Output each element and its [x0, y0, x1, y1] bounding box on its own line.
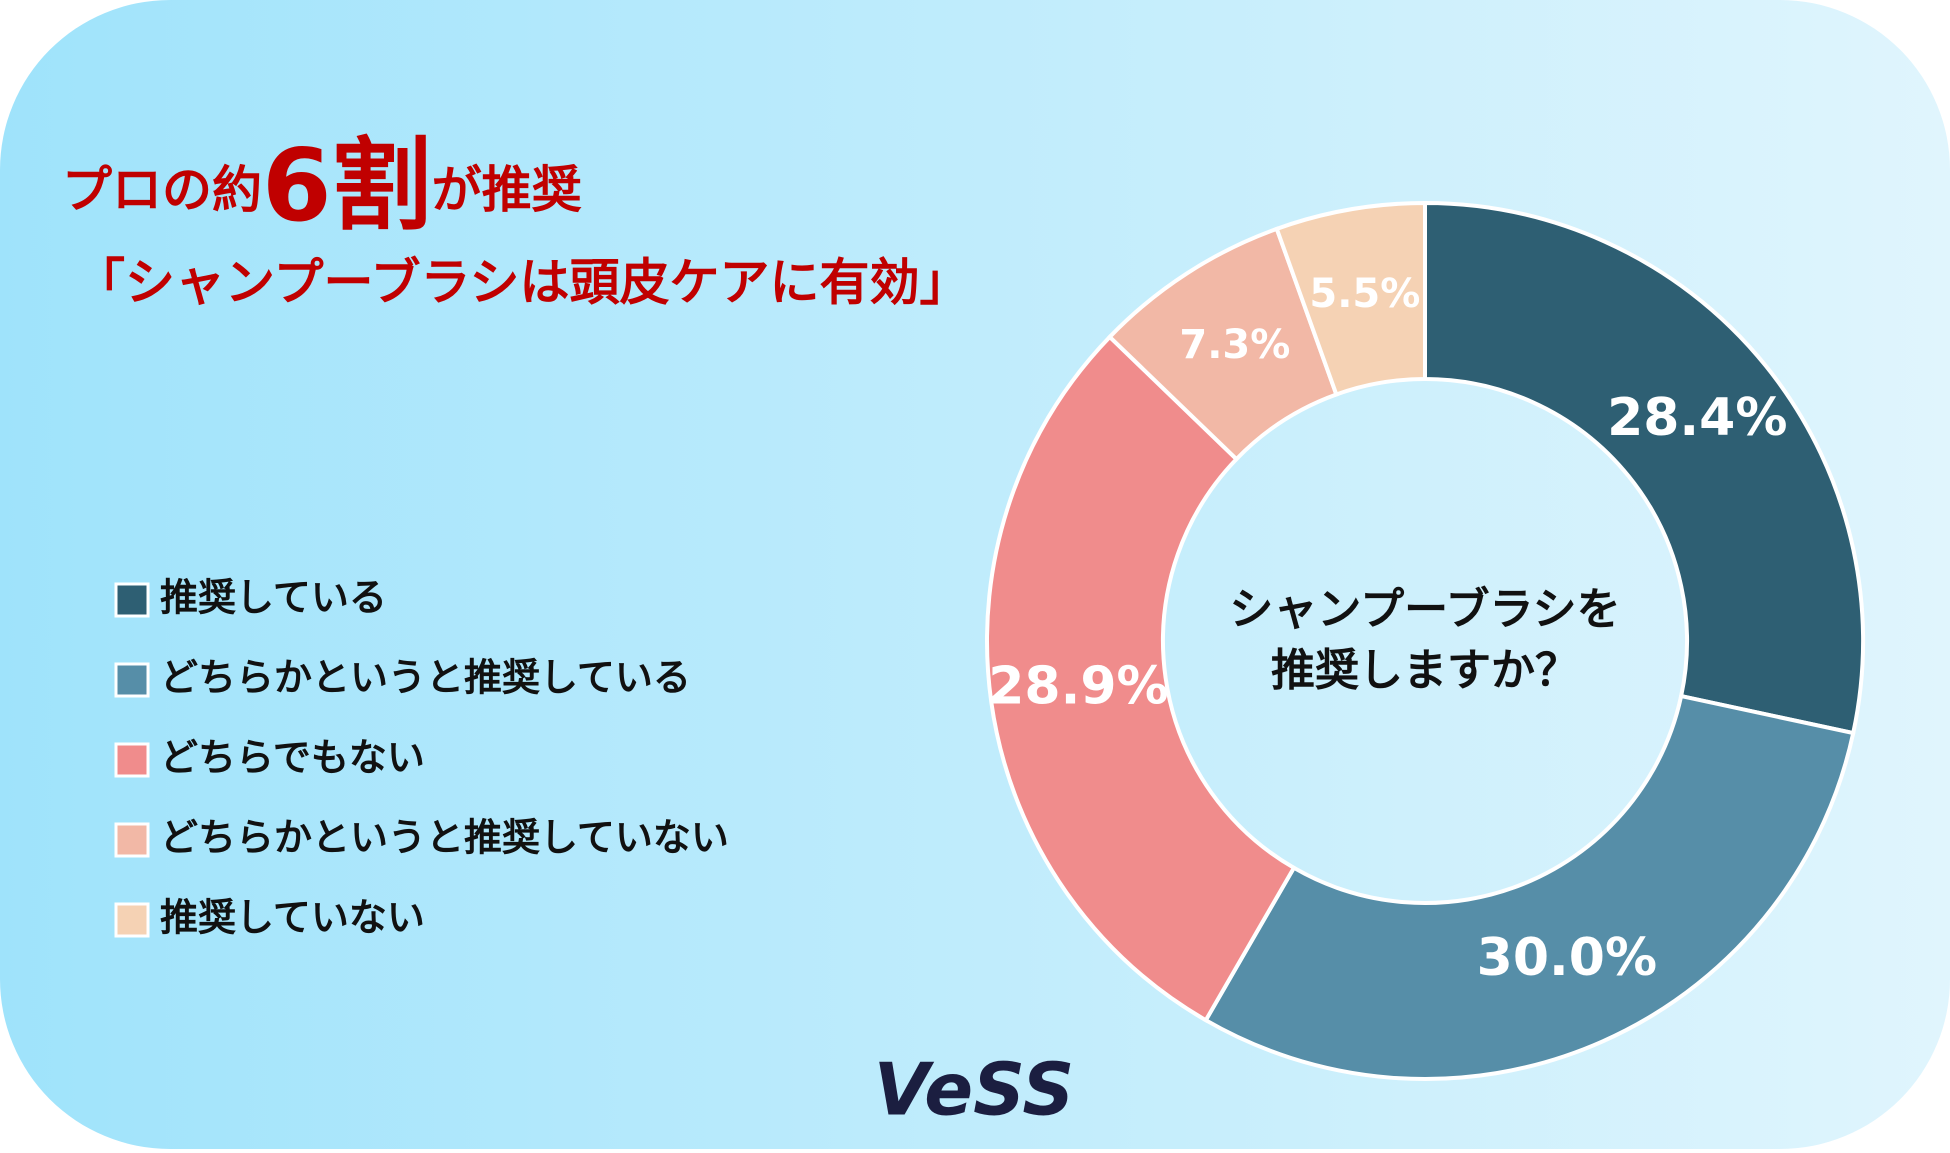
title-emphasis: 6割 [262, 127, 432, 244]
legend-swatch [114, 822, 150, 858]
title-part: が推奨 [432, 161, 582, 219]
donut-segment [1423, 200, 1865, 736]
brand-logo: VeSS [874, 1048, 1074, 1132]
data-label: 28.9% [988, 657, 1168, 717]
legend-label: どちらでもない [160, 736, 425, 780]
donut-segment [1203, 693, 1856, 1081]
legend-swatch [114, 902, 150, 938]
center-text: 推奨しますか？ [1271, 645, 1579, 696]
title-part: プロの約 [62, 161, 262, 219]
legend-swatch [114, 662, 150, 698]
legend-label: 推奨していない [160, 896, 425, 940]
data-label: 7.3% [1179, 322, 1290, 368]
donut-segment [985, 334, 1297, 1023]
data-label: 5.5% [1309, 271, 1420, 317]
legend-label: どちらかというと推奨している [160, 656, 691, 700]
legend-label: どちらかというと推奨していない [160, 816, 729, 860]
donut-segment [1274, 200, 1427, 398]
center-text: シャンプーブラシを [1229, 584, 1620, 635]
legend-swatch [114, 582, 150, 618]
data-label: 28.4% [1607, 388, 1787, 448]
chart-title: プロの約6割が推奨 [62, 127, 582, 244]
legend-label: 推奨している [160, 576, 387, 620]
legend-swatch [114, 742, 150, 778]
chart-subtitle: 「シャンプーブラシは頭皮ケアに有効」 [75, 254, 970, 312]
data-label: 30.0% [1477, 928, 1657, 988]
